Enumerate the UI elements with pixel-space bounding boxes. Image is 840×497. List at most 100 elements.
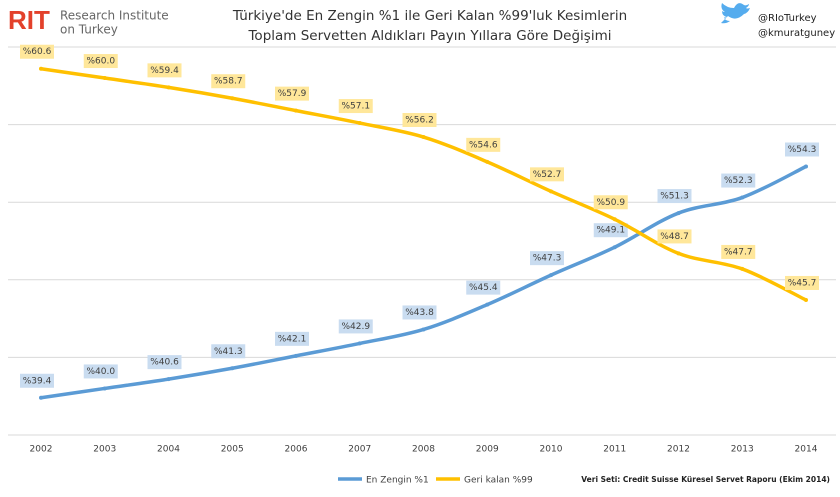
point — [39, 66, 43, 71]
value-label-bg — [211, 74, 246, 89]
value-label: %40.6 — [150, 358, 179, 368]
x-tick-label: 2004 — [157, 445, 180, 455]
value-label: %58.7 — [214, 77, 243, 87]
point — [357, 121, 362, 126]
x-tick-label: 2006 — [285, 445, 308, 455]
value-label-bg — [593, 223, 628, 238]
value-label: %47.3 — [533, 254, 562, 264]
point — [230, 366, 235, 371]
value-label-bg — [530, 167, 564, 182]
point — [357, 341, 362, 346]
value-label-bg — [657, 229, 692, 244]
x-tick-label: 2007 — [348, 445, 371, 455]
value-label-bg — [211, 344, 246, 359]
point — [166, 377, 171, 382]
x-tick-label: 2002 — [30, 445, 53, 455]
value-label: %51.3 — [660, 192, 689, 202]
value-label-bg — [466, 137, 501, 152]
chart-title: Toplam Servetten Aldıkları Payın Yıllara… — [247, 28, 611, 44]
value-label: %56.2 — [405, 116, 434, 126]
point — [421, 135, 426, 140]
value-label: %52.3 — [724, 176, 753, 186]
point — [676, 211, 681, 216]
value-label: %60.6 — [23, 47, 52, 57]
value-label-bg — [338, 319, 373, 334]
twitter-icon — [721, 3, 750, 24]
value-label-bg — [20, 373, 54, 388]
value-label: %52.7 — [533, 170, 562, 180]
chart-title: Türkiye'de En Zengin %1 ile Geri Kalan %… — [232, 8, 627, 24]
value-label: %42.9 — [341, 322, 370, 332]
value-label: %40.0 — [86, 367, 115, 377]
logo-text: on Turkey — [60, 23, 118, 37]
logo: RIT — [8, 5, 50, 35]
value-label: %39.4 — [23, 376, 52, 386]
x-tick-label: 2012 — [667, 445, 690, 455]
value-label: %43.8 — [405, 308, 434, 318]
value-label-bg — [721, 173, 756, 188]
source: Veri Seti: Credit Suisse Küresel Servet … — [581, 475, 830, 484]
x-tick-label: 2011 — [603, 445, 626, 455]
point — [485, 159, 490, 164]
point — [612, 245, 617, 250]
value-label: %59.4 — [150, 66, 179, 76]
value-label: %42.1 — [278, 334, 307, 344]
value-label-bg — [530, 251, 564, 266]
value-label-bg — [83, 54, 118, 69]
point — [421, 327, 426, 332]
value-label: %50.9 — [596, 198, 625, 208]
point — [230, 96, 235, 101]
legend-label: En Zengin %1 — [366, 476, 429, 486]
value-label-bg — [785, 275, 819, 290]
point — [549, 189, 553, 194]
x-tick-label: 2009 — [476, 445, 499, 455]
value-label: %48.7 — [660, 232, 689, 242]
point — [294, 353, 298, 358]
value-label: %47.7 — [724, 247, 753, 257]
point — [294, 108, 298, 113]
point — [612, 217, 617, 222]
value-label-bg — [275, 331, 309, 346]
value-label: %57.9 — [278, 89, 307, 99]
value-label: %57.1 — [341, 102, 370, 112]
value-label-bg — [785, 142, 819, 157]
value-label: %45.7 — [788, 278, 817, 288]
handle: @RIoTurkey — [758, 13, 817, 24]
x-tick-label: 2010 — [540, 445, 563, 455]
value-label: %49.1 — [596, 226, 625, 236]
value-label-bg — [147, 355, 182, 370]
point — [549, 273, 553, 278]
x-tick-label: 2014 — [795, 445, 818, 455]
x-tick-label: 2013 — [731, 445, 754, 455]
point — [804, 297, 808, 302]
value-label-bg — [721, 244, 756, 259]
value-label: %54.6 — [469, 140, 498, 150]
legend-label: Geri kalan %99 — [464, 476, 533, 486]
value-label-bg — [147, 63, 182, 78]
value-label-bg — [402, 113, 437, 128]
point — [740, 266, 745, 271]
point — [166, 85, 171, 90]
point — [39, 395, 43, 400]
point — [804, 164, 808, 169]
point — [740, 195, 745, 200]
value-label: %54.3 — [788, 145, 817, 155]
value-label-bg — [657, 189, 692, 204]
point — [102, 76, 107, 81]
value-label: %60.0 — [86, 57, 115, 67]
value-label-bg — [83, 364, 118, 379]
value-label-bg — [466, 280, 501, 295]
x-tick-label: 2008 — [412, 445, 435, 455]
point — [102, 386, 107, 391]
value-label-bg — [593, 195, 628, 210]
point — [676, 251, 681, 256]
handle: @kmuratguney — [758, 28, 835, 39]
x-tick-label: 2003 — [93, 445, 116, 455]
point — [485, 302, 490, 307]
value-label: %45.4 — [469, 283, 498, 293]
value-label-bg — [275, 86, 309, 101]
value-label-bg — [338, 99, 373, 114]
x-tick-label: 2005 — [221, 445, 244, 455]
